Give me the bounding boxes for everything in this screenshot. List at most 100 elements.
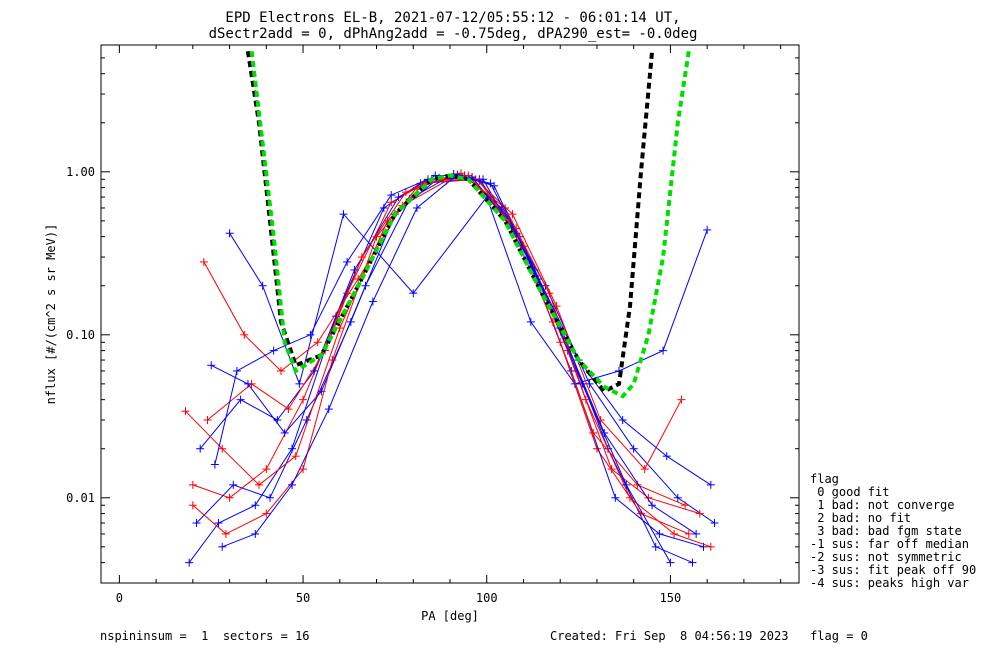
data-point-marker xyxy=(192,519,201,528)
legend-entry: 3 bad: bad fgm state xyxy=(810,524,962,538)
data-point-marker xyxy=(618,416,627,425)
data-point-marker xyxy=(692,529,701,538)
legend-entry: -4 sus: peaks high var xyxy=(810,576,969,590)
data-point-marker xyxy=(490,181,499,190)
data-point-marker xyxy=(526,317,535,326)
data-point-marker xyxy=(401,188,410,197)
data-point-marker xyxy=(662,452,671,461)
data-point-marker xyxy=(258,281,267,290)
data-point-marker xyxy=(313,338,322,347)
data-point-marker xyxy=(622,480,631,489)
data-point-marker xyxy=(225,493,234,502)
data-point-marker xyxy=(254,480,263,489)
data-point-marker xyxy=(673,493,682,502)
data-point-marker xyxy=(412,203,421,212)
data-point-marker xyxy=(199,257,208,266)
data-point-marker xyxy=(251,529,260,538)
data-point-marker xyxy=(284,405,293,414)
data-point-marker xyxy=(681,501,690,510)
legend-entry: -2 sus: not symmetric xyxy=(810,550,962,564)
y-tick-label: 0.10 xyxy=(66,328,95,342)
data-point-marker xyxy=(218,444,227,453)
data-point-marker xyxy=(181,407,190,416)
data-point-marker xyxy=(508,210,517,219)
y-axis: 0.01 0.10 1.00 xyxy=(66,44,799,584)
data-point-marker xyxy=(306,330,315,339)
data-point-marker xyxy=(368,297,377,306)
legend-entry: 2 bad: no fit xyxy=(810,511,911,525)
data-point-marker xyxy=(339,210,348,219)
data-point-marker xyxy=(545,289,554,298)
footer-left: nspininsum = 1 sectors = 16 xyxy=(100,629,310,643)
chart-title: EPD Electrons EL-B, 2021-07-12/05:55:12 … xyxy=(225,10,680,26)
data-point-marker xyxy=(207,361,216,370)
data-point-marker xyxy=(328,356,337,365)
data-point-marker xyxy=(703,225,712,234)
data-point-marker xyxy=(288,480,297,489)
data-point-marker xyxy=(229,480,238,489)
x-axis: 0 50 100 150 xyxy=(116,45,782,605)
data-point-marker xyxy=(232,366,241,375)
data-point-marker xyxy=(357,253,366,262)
data-point-marker xyxy=(280,428,289,437)
x-tick-label: 50 xyxy=(296,591,310,605)
data-point-marker xyxy=(629,444,638,453)
data-point-marker xyxy=(203,416,212,425)
data-point-marker xyxy=(277,366,286,375)
fit-curve xyxy=(249,50,691,399)
y-axis-label: nflux [#/(cm^2 s sr MeV)] xyxy=(44,224,58,405)
data-point-marker xyxy=(640,465,649,474)
data-point-marker xyxy=(695,509,704,518)
data-point-marker xyxy=(218,542,227,551)
data-point-marker xyxy=(221,529,230,538)
data-point-marker xyxy=(659,346,668,355)
data-point-marker xyxy=(251,501,260,510)
data-point-marker xyxy=(387,198,396,207)
x-axis-label: PA [deg] xyxy=(421,609,479,623)
data-point-marker xyxy=(343,257,352,266)
data-point-marker xyxy=(372,232,381,241)
data-point-marker xyxy=(589,428,598,437)
x-tick-label: 150 xyxy=(660,591,682,605)
data-point-marker xyxy=(185,558,194,567)
data-point-marker xyxy=(607,465,616,474)
data-point-marker xyxy=(710,519,719,528)
data-point-marker xyxy=(581,395,590,404)
legend-title: flag xyxy=(810,472,839,486)
x-tick-label: 0 xyxy=(116,591,123,605)
data-point-marker xyxy=(670,529,679,538)
data-point-marker xyxy=(412,183,421,192)
data-point-marker xyxy=(655,529,664,538)
data-point-marker xyxy=(295,379,304,388)
data-point-marker xyxy=(394,193,403,202)
data-point-marker xyxy=(236,395,245,404)
data-point-marker xyxy=(688,558,697,567)
data-point-marker xyxy=(269,346,278,355)
data-point-marker xyxy=(578,379,587,388)
data-point-marker xyxy=(361,281,370,290)
legend-entry: 1 bad: not converge xyxy=(810,498,955,512)
data-point-marker xyxy=(648,501,657,510)
data-point-marker xyxy=(611,493,620,502)
data-point-marker xyxy=(196,444,205,453)
data-point-marker xyxy=(299,395,308,404)
x-tick-label: 100 xyxy=(476,591,498,605)
data-point-marker xyxy=(387,191,396,200)
data-series-line xyxy=(192,172,711,548)
data-point-marker xyxy=(262,509,271,518)
data-point-marker xyxy=(291,452,300,461)
data-point-marker xyxy=(409,289,418,298)
data-point-marker xyxy=(666,558,675,567)
data-point-marker xyxy=(188,501,197,510)
data-point-marker xyxy=(299,465,308,474)
data-point-marker xyxy=(651,542,660,551)
data-point-marker xyxy=(214,519,223,528)
legend-entry: -3 sus: fit peak off 90 xyxy=(810,563,976,577)
data-point-marker xyxy=(265,493,274,502)
data-point-marker xyxy=(225,229,234,238)
legend-entry: 0 good fit xyxy=(810,485,889,499)
data-point-marker xyxy=(706,480,715,489)
data-point-marker xyxy=(324,405,333,414)
data-point-marker xyxy=(262,465,271,474)
